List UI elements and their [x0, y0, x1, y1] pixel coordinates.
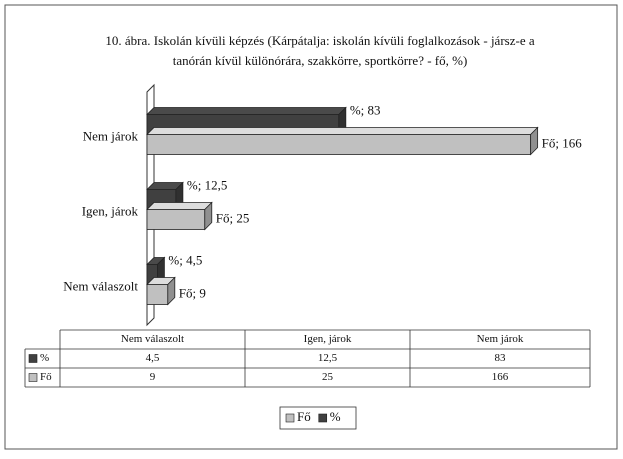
table-row-label: % — [40, 352, 49, 364]
data-label: Fő; 166 — [542, 135, 583, 150]
table-row-label: Fő — [40, 371, 52, 383]
legend-label: Fő — [297, 409, 311, 424]
data-label: %; 83 — [350, 102, 381, 117]
bar — [146, 209, 206, 230]
bar — [146, 134, 532, 155]
category-label: Igen, járok — [82, 203, 139, 218]
table-cell: 25 — [322, 371, 334, 383]
bar-side — [167, 276, 176, 306]
legend-swatch — [285, 413, 295, 423]
table-cell: 166 — [492, 371, 509, 383]
table-swatch — [28, 354, 38, 363]
bar-side — [204, 201, 213, 231]
category-label: Nem járok — [83, 128, 139, 143]
chart-subtitle: tanórán kívül különórára, szakkörre, spo… — [173, 53, 468, 68]
table-header: Igen, járok — [304, 333, 352, 345]
bar-top — [146, 107, 347, 115]
data-label: %; 4,5 — [168, 252, 202, 267]
table-swatch — [28, 373, 38, 382]
table-header: Nem járok — [477, 333, 524, 345]
data-label: %; 12,5 — [187, 177, 227, 192]
legend-label: % — [330, 409, 341, 424]
frame — [4, 4, 618, 450]
data-label: Fő; 9 — [179, 285, 206, 300]
bar-top — [146, 127, 539, 135]
table-cell: 12,5 — [318, 352, 338, 364]
table-cell: 4,5 — [146, 352, 160, 364]
bar-side — [530, 126, 539, 156]
bar-top — [146, 202, 213, 210]
table-cell: 9 — [150, 371, 156, 383]
data-label: Fő; 25 — [216, 210, 250, 225]
legend-swatch — [318, 413, 328, 423]
table-cell: 83 — [495, 352, 507, 364]
category-label: Nem válaszolt — [63, 278, 138, 293]
bar — [146, 284, 169, 305]
legend-box — [279, 406, 357, 430]
table-header: Nem válaszolt — [121, 333, 184, 345]
chart-title: 10. ábra. Iskolán kívüli képzés (Kárpáta… — [105, 33, 534, 48]
